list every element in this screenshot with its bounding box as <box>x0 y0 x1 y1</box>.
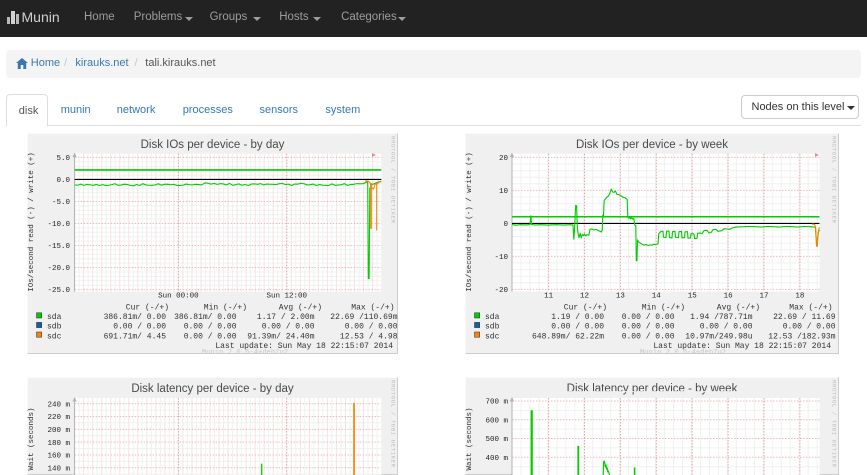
svg-text:12.53 /182.93m: 12.53 /182.93m <box>768 332 835 341</box>
svg-text:Wait (seconds): Wait (seconds) <box>28 407 36 470</box>
svg-text:1.17 / 2.00m: 1.17 / 2.00m <box>257 313 315 322</box>
svg-text:Cur (-/+): Cur (-/+) <box>564 304 607 313</box>
svg-text:RRDTOOL / TOBI OETIKER: RRDTOOL / TOBI OETIKER <box>390 380 397 468</box>
svg-text:1.94 /787.71m: 1.94 /787.71m <box>690 313 753 322</box>
svg-text:16: 16 <box>724 293 734 301</box>
svg-text:Sun 00:00: Sun 00:00 <box>158 293 199 301</box>
svg-text:Disk IOs per device - by week: Disk IOs per device - by week <box>576 139 728 151</box>
svg-text:0.00 / 0.00: 0.00 / 0.00 <box>262 323 315 332</box>
svg-text:648.89m/ 62.22m: 648.89m/ 62.22m <box>532 332 604 341</box>
svg-text:386.81m/ 0.00: 386.81m/ 0.00 <box>174 313 237 322</box>
svg-text:0.00 / 0.00: 0.00 / 0.00 <box>700 323 753 332</box>
svg-text:5.0: 5.0 <box>56 155 70 163</box>
svg-text:220 m: 220 m <box>47 414 70 422</box>
svg-text:RRDTOOL / TOBI OETIKER: RRDTOOL / TOBI OETIKER <box>831 380 838 468</box>
svg-text:Last update: Sun May 18 22:15:: Last update: Sun May 18 22:15:07 2014 <box>653 342 831 351</box>
svg-text:22.69 / 11.69: 22.69 / 11.69 <box>773 313 836 322</box>
svg-text:Min (-/+): Min (-/+) <box>642 304 685 313</box>
svg-text:RRDTOOL / TOBI OETIKER: RRDTOOL / TOBI OETIKER <box>831 136 838 224</box>
svg-text:RRDTOOL / TOBI OETIKER: RRDTOOL / TOBI OETIKER <box>390 136 397 224</box>
svg-text:sdc: sdc <box>485 332 500 341</box>
svg-text:0.00 / 0.00: 0.00 / 0.00 <box>184 323 237 332</box>
svg-text:0.00 / 0.00: 0.00 / 0.00 <box>113 323 166 332</box>
svg-text:Wait (seconds): Wait (seconds) <box>466 407 474 470</box>
svg-text:240 m: 240 m <box>47 401 70 409</box>
svg-text:10: 10 <box>499 188 509 196</box>
svg-text:91.39m/ 24.40m: 91.39m/ 24.40m <box>247 332 314 341</box>
svg-text:sda: sda <box>485 313 500 322</box>
svg-text:12.53 / 4.98: 12.53 / 4.98 <box>340 332 398 341</box>
svg-text:18: 18 <box>795 293 804 301</box>
svg-text:Max (-/+): Max (-/+) <box>351 304 394 313</box>
svg-text:0.00 / 0.00: 0.00 / 0.00 <box>345 323 398 332</box>
svg-text:13: 13 <box>616 293 626 301</box>
svg-text:12: 12 <box>580 293 589 301</box>
svg-text:386.81m/ 0.00: 386.81m/ 0.00 <box>104 313 167 322</box>
svg-text:0.00 / 0.00: 0.00 / 0.00 <box>184 332 237 341</box>
svg-text:sdb: sdb <box>47 323 62 332</box>
svg-text:691.71m/ 4.45: 691.71m/ 4.45 <box>104 332 167 341</box>
svg-text:Max (-/+): Max (-/+) <box>789 304 832 313</box>
svg-text:Last update: Sun May 18 22:15:: Last update: Sun May 18 22:15:07 2014 <box>215 342 393 351</box>
svg-text:10.97m/249.98u: 10.97m/249.98u <box>685 332 752 341</box>
svg-text:1.19 / 0.00: 1.19 / 0.00 <box>551 313 604 322</box>
svg-text:sdc: sdc <box>47 332 62 341</box>
svg-text:-10: -10 <box>494 254 508 262</box>
svg-text:IOs/second read (-) / write (+: IOs/second read (-) / write (+) <box>28 152 36 292</box>
svg-text:-5.0: -5.0 <box>52 199 71 207</box>
svg-text:200 m: 200 m <box>47 427 70 435</box>
svg-text:Avg (-/+): Avg (-/+) <box>279 304 322 313</box>
svg-text:Munin 2.0.6-4+deb7u2: Munin 2.0.6-4+deb7u2 <box>202 349 288 354</box>
svg-text:sda: sda <box>47 313 62 322</box>
svg-text:0.00 / 0.00: 0.00 / 0.00 <box>622 323 675 332</box>
svg-text:22.69 /110.69m: 22.69 /110.69m <box>330 313 397 322</box>
svg-text:Disk IOs per device - by day: Disk IOs per device - by day <box>141 139 285 151</box>
svg-text:IOs/second read (-) / write (+: IOs/second read (-) / write (+) <box>466 152 474 292</box>
svg-text:0.00 / 0.00: 0.00 / 0.00 <box>551 323 604 332</box>
svg-text:500 m: 500 m <box>485 436 508 444</box>
svg-text:Disk latency per device - by d: Disk latency per device - by day <box>131 383 294 395</box>
svg-text:15: 15 <box>688 293 698 301</box>
svg-text:14: 14 <box>652 293 662 301</box>
svg-text:-20: -20 <box>494 287 508 295</box>
svg-text:Munin 2.0.6-4+deb7u2: Munin 2.0.6-4+deb7u2 <box>640 349 726 354</box>
svg-text:17: 17 <box>759 293 768 301</box>
svg-text:140 m: 140 m <box>47 465 70 473</box>
svg-text:sdb: sdb <box>485 323 500 332</box>
svg-text:11: 11 <box>544 293 554 301</box>
svg-text:160 m: 160 m <box>47 453 70 461</box>
svg-text:0.00 / 0.00: 0.00 / 0.00 <box>783 323 836 332</box>
svg-text:-25.0: -25.0 <box>47 287 70 295</box>
svg-text:Sun 12:00: Sun 12:00 <box>266 293 307 301</box>
svg-text:Cur (-/+): Cur (-/+) <box>126 304 169 313</box>
svg-text:180 m: 180 m <box>47 440 70 448</box>
svg-text:0.0: 0.0 <box>56 177 70 185</box>
svg-text:Avg (-/+): Avg (-/+) <box>717 304 760 313</box>
svg-text:Disk latency per device - by w: Disk latency per device - by week <box>567 383 738 395</box>
svg-text:-15.0: -15.0 <box>47 243 70 251</box>
svg-text:Min (-/+): Min (-/+) <box>204 304 247 313</box>
svg-text:700 m: 700 m <box>485 399 508 407</box>
svg-text:0: 0 <box>503 221 508 229</box>
svg-text:0.00 / 0.00: 0.00 / 0.00 <box>622 313 675 322</box>
svg-text:400 m: 400 m <box>485 455 508 463</box>
svg-text:-10.0: -10.0 <box>47 221 70 229</box>
svg-text:600 m: 600 m <box>485 417 508 425</box>
svg-text:20: 20 <box>499 155 509 163</box>
svg-text:0.00 / 0.00: 0.00 / 0.00 <box>622 332 675 341</box>
svg-text:-20.0: -20.0 <box>47 265 70 273</box>
